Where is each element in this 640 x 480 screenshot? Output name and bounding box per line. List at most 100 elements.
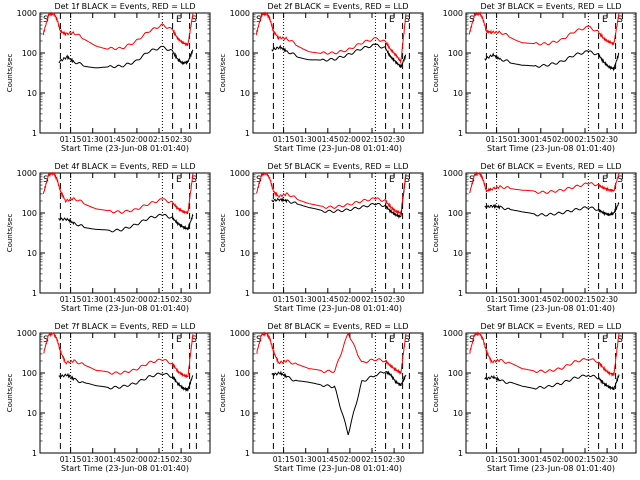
x-tick-label: 02:15 (148, 455, 170, 464)
y-tick-label: 1000 (230, 329, 250, 338)
series-line-events (484, 201, 620, 217)
y-axis-label: Counts/sec (432, 54, 440, 93)
series-line-lld (255, 11, 407, 64)
plot-frame (39, 172, 211, 294)
chart-panel-4f: Det 4f BLACK = Events, RED = LLD 1 10 100 10… (6, 162, 211, 313)
x-tick-label: 01:30 (508, 455, 530, 464)
y-tick-label: 10 (453, 249, 463, 258)
x-tick-label: 01:30 (82, 135, 104, 144)
y-axis-label: Counts/sec (432, 214, 440, 253)
x-tick-label: 01:45 (104, 295, 126, 304)
x-tick-label: 02:15 (361, 295, 383, 304)
plot-frame (252, 332, 424, 454)
annotation-start: S (43, 335, 49, 345)
plot-frame (465, 12, 637, 134)
chart-title: Det 7f BLACK = Events, RED = LLD (54, 322, 195, 331)
chart-title: Det 5f BLACK = Events, RED = LLD (267, 162, 408, 171)
x-tick-label: 01:15 (486, 295, 508, 304)
series-line-events (271, 370, 407, 436)
y-tick-label: 1000 (230, 9, 250, 18)
plot-frame (252, 172, 424, 294)
y-tick-label: 10 (240, 249, 250, 258)
annotation-start: S (256, 15, 262, 25)
chart-title: Det 3f BLACK = Events, RED = LLD (480, 2, 621, 11)
chart-panel-5f: Det 5f BLACK = Events, RED = LLD 1 10 100 10… (219, 162, 424, 313)
chart-title: Det 1f BLACK = Events, RED = LLD (54, 2, 195, 11)
y-axis-label: Counts/sec (219, 54, 227, 93)
y-tick-label: 1000 (443, 169, 463, 178)
x-tick-label: 01:45 (317, 135, 339, 144)
x-axis-label: Start Time (23-Jun-08 01:01:40) (274, 464, 402, 473)
y-tick-label: 1000 (17, 9, 37, 18)
plot-frame (252, 12, 424, 134)
y-tick-label: 1 (458, 129, 463, 138)
chart-title: Det 9f BLACK = Events, RED = LLD (480, 322, 621, 331)
chart-title: Det 4f BLACK = Events, RED = LLD (54, 162, 195, 171)
y-tick-label: 100 (448, 49, 463, 58)
series-line-events (58, 45, 194, 69)
x-tick-label: 01:30 (295, 135, 317, 144)
y-tick-label: 10 (27, 89, 37, 98)
x-tick-label: 02:30 (170, 295, 192, 304)
series-line-lld (469, 171, 620, 194)
y-tick-label: 100 (235, 49, 250, 58)
y-tick-label: 100 (22, 49, 37, 58)
y-tick-label: 10 (27, 409, 37, 418)
x-tick-label: 01:45 (104, 135, 126, 144)
x-tick-label: 02:15 (148, 295, 170, 304)
annotation-s: S (617, 335, 623, 345)
x-tick-label: 01:15 (273, 455, 295, 464)
x-tick-label: 01:30 (508, 295, 530, 304)
y-tick-label: 1000 (230, 169, 250, 178)
annotation-s: S (617, 15, 623, 25)
x-tick-label: 02:30 (596, 295, 618, 304)
x-tick-label: 02:15 (574, 455, 596, 464)
x-tick-label: 01:15 (60, 455, 82, 464)
y-tick-label: 10 (453, 89, 463, 98)
x-tick-label: 01:15 (60, 135, 82, 144)
x-tick-label: 02:30 (383, 295, 405, 304)
x-tick-label: 02:00 (552, 295, 574, 304)
x-tick-label: 01:45 (530, 295, 552, 304)
y-tick-label: 1000 (443, 329, 463, 338)
series-line-events (271, 174, 407, 220)
y-tick-label: 1 (458, 289, 463, 298)
plot-frame (39, 332, 211, 454)
annotation-end: E (389, 15, 395, 25)
annotation-s: S (191, 335, 197, 345)
series-line-events (58, 213, 194, 233)
x-tick-label: 02:00 (126, 455, 148, 464)
chart-panel-2f: Det 2f BLACK = Events, RED = LLD 1 10 100 10… (219, 2, 424, 153)
y-tick-label: 1 (32, 289, 37, 298)
y-tick-label: 1 (32, 449, 37, 458)
x-axis-label: Start Time (23-Jun-08 01:01:40) (61, 144, 189, 153)
y-axis-label: Counts/sec (219, 374, 227, 413)
x-tick-label: 02:15 (574, 135, 596, 144)
plot-frame (465, 172, 637, 294)
y-tick-label: 1000 (17, 169, 37, 178)
x-tick-label: 01:15 (486, 135, 508, 144)
y-axis-label: Counts/sec (6, 214, 14, 253)
x-tick-label: 01:45 (317, 455, 339, 464)
y-tick-label: 10 (240, 89, 250, 98)
chart-panel-1f: Det 1f BLACK = Events, RED = LLD 1 10 100 10… (6, 2, 211, 153)
x-axis-label: Start Time (23-Jun-08 01:01:40) (487, 144, 615, 153)
y-axis-label: Counts/sec (219, 214, 227, 253)
x-tick-label: 01:30 (82, 295, 104, 304)
chart-title: Det 6f BLACK = Events, RED = LLD (480, 162, 621, 171)
plot-frame (465, 332, 637, 454)
annotation-end: E (389, 175, 395, 185)
y-tick-label: 1 (458, 449, 463, 458)
x-tick-label: 01:30 (295, 455, 317, 464)
series-line-lld (255, 171, 407, 216)
chart-panel-7f: Det 7f BLACK = Events, RED = LLD 1 10 100 10… (6, 322, 211, 473)
x-tick-label: 02:30 (596, 455, 618, 464)
y-axis-label: Counts/sec (432, 374, 440, 413)
x-axis-label: Start Time (23-Jun-08 01:01:40) (487, 464, 615, 473)
chart-panel-3f: Det 3f BLACK = Events, RED = LLD 1 10 100 10… (432, 2, 637, 153)
x-axis-label: Start Time (23-Jun-08 01:01:40) (61, 304, 189, 313)
x-tick-label: 02:30 (170, 135, 192, 144)
annotation-start: S (256, 335, 262, 345)
series-line-events (484, 374, 620, 391)
